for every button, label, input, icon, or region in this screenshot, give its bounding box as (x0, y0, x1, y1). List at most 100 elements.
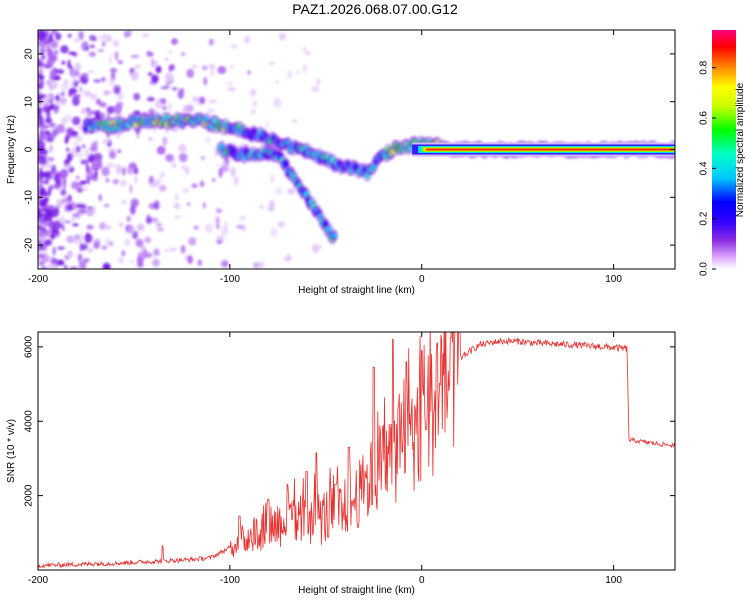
noise-speck (178, 144, 187, 153)
colorbar-gradient (712, 30, 736, 269)
noise-speck (270, 227, 278, 238)
noise-speck (277, 221, 286, 228)
noise-speck (156, 177, 162, 185)
noise-speck (61, 226, 65, 232)
noise-speck (89, 93, 98, 101)
noise-speck (38, 143, 43, 147)
noise-speck (93, 241, 100, 249)
noise-speck (46, 109, 51, 119)
noise-speck (46, 30, 50, 34)
noise-speck (47, 187, 52, 197)
noise-speck (105, 178, 110, 183)
noise-speck (130, 198, 139, 208)
noise-speck (69, 252, 74, 257)
noise-speck (40, 157, 48, 165)
noise-speck (39, 167, 43, 175)
noise-speck (84, 148, 90, 158)
colorbar-tick-label: 0.0 (699, 262, 710, 276)
noise-speck (77, 209, 81, 219)
noise-speck (230, 64, 234, 69)
noise-speck (75, 152, 84, 158)
noise-speck (66, 153, 73, 162)
noise-speck (98, 194, 102, 202)
noise-speck (67, 59, 71, 68)
noise-speck (103, 203, 110, 208)
noise-speck (174, 193, 179, 202)
noise-speck (116, 149, 122, 154)
noise-speck (72, 96, 80, 106)
noise-speck (70, 217, 77, 222)
noise-speck (54, 99, 59, 107)
noise-speck (85, 46, 90, 51)
noise-speck (68, 87, 78, 95)
noise-speck (171, 127, 178, 132)
noise-speck (127, 224, 135, 235)
noise-speck (156, 227, 165, 232)
noise-speck (170, 247, 177, 252)
noise-speck (181, 164, 188, 171)
noise-speck (81, 144, 86, 149)
noise-speck (52, 220, 62, 231)
noise-speck (181, 188, 191, 194)
noise-speck (130, 54, 140, 58)
noise-speck (78, 261, 87, 269)
noise-speck (185, 104, 194, 113)
noise-speck (174, 215, 182, 219)
noise-speck (72, 236, 77, 244)
noise-speck (130, 259, 134, 264)
noise-speck (77, 253, 83, 263)
noise-speck (60, 82, 68, 92)
noise-speck (63, 220, 72, 224)
noise-speck (230, 44, 238, 49)
noise-speck (109, 241, 113, 247)
noise-speck (75, 135, 83, 142)
noise-speck (227, 86, 236, 92)
y-tick-label: 10 (24, 96, 35, 108)
noise-speck (90, 142, 98, 151)
y-tick-label: -20 (24, 237, 35, 252)
noise-speck (159, 98, 167, 103)
x-tick-label: 0 (419, 274, 425, 285)
noise-speck (142, 33, 150, 38)
noise-speck (156, 145, 166, 155)
noise-speck (109, 150, 116, 159)
noise-speck (124, 238, 131, 247)
noise-speck (40, 265, 48, 269)
noise-speck (38, 67, 43, 76)
noise-speck (55, 206, 60, 213)
y-tick-label: 0 (24, 146, 35, 152)
track-hotspot (331, 233, 337, 238)
snr-background (38, 332, 675, 570)
noise-speck (48, 134, 54, 140)
noise-speck (110, 67, 117, 74)
noise-speck (208, 64, 216, 69)
noise-speck (95, 109, 101, 115)
noise-speck (278, 33, 286, 41)
noise-speck (38, 137, 44, 142)
noise-speck (38, 225, 43, 230)
noise-speck (76, 188, 84, 193)
noise-speck (87, 70, 95, 74)
noise-speck (82, 186, 89, 192)
noise-speck (275, 187, 283, 195)
noise-speck (56, 69, 65, 74)
noise-speck (318, 244, 323, 250)
noise-speck (218, 167, 223, 178)
noise-speck (86, 224, 94, 230)
noise-speck (247, 70, 251, 75)
noise-speck (49, 69, 56, 79)
noise-speck (78, 180, 86, 186)
noise-speck (47, 263, 57, 269)
noise-speck (212, 178, 216, 183)
noise-speck (76, 175, 80, 180)
noise-speck (73, 81, 78, 87)
noise-speck (38, 74, 45, 80)
noise-speck (180, 244, 186, 254)
noise-speck (144, 252, 153, 258)
noise-speck (79, 204, 87, 209)
noise-speck (217, 66, 227, 75)
noise-speck (311, 244, 320, 254)
noise-speck (151, 217, 159, 223)
noise-speck (101, 245, 107, 250)
noise-speck (143, 249, 148, 255)
